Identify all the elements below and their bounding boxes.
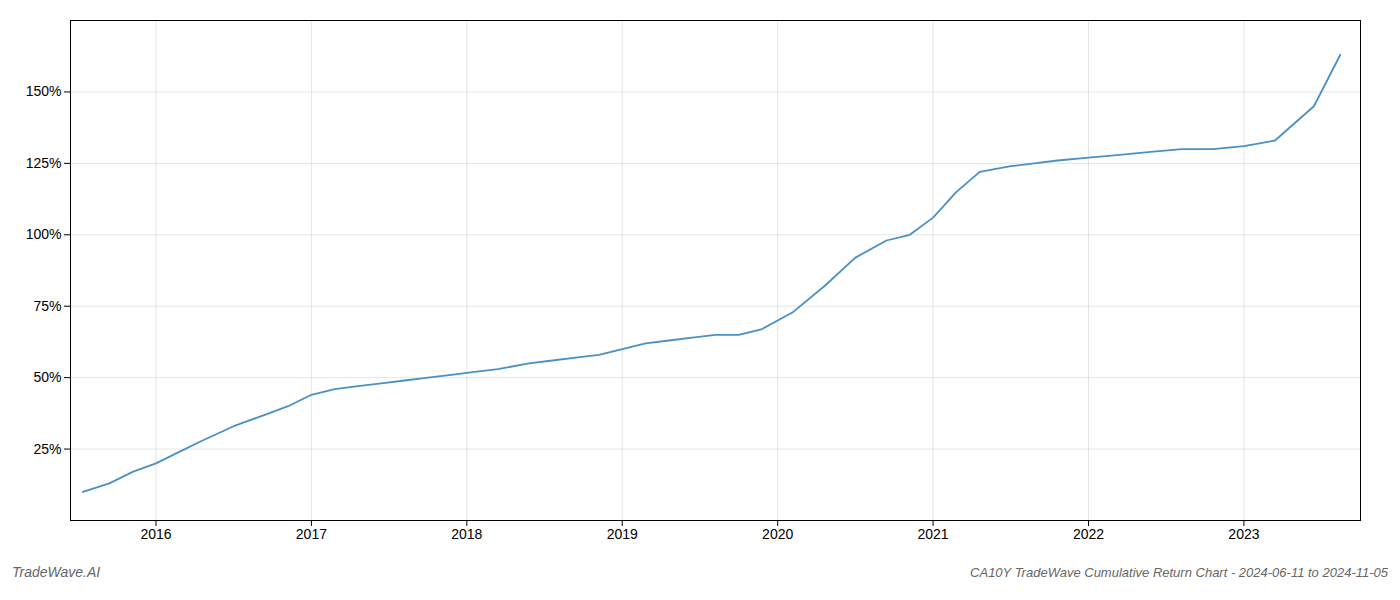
svg-text:2021: 2021 bbox=[918, 526, 949, 542]
svg-text:2022: 2022 bbox=[1073, 526, 1104, 542]
html-text:CA10Y TradeWave Cumulative Ret: CA10Y TradeWave Cumulative Return Chart … bbox=[970, 565, 1388, 580]
svg-text:25%: 25% bbox=[33, 441, 61, 457]
svg-text:2023: 2023 bbox=[1228, 526, 1259, 542]
svg-text:150%: 150% bbox=[26, 83, 62, 99]
svg-text:75%: 75% bbox=[33, 298, 61, 314]
svg-text:2018: 2018 bbox=[451, 526, 482, 542]
svg-text:100%: 100% bbox=[26, 226, 62, 242]
svg-text:125%: 125% bbox=[26, 155, 62, 171]
svg-text:2017: 2017 bbox=[296, 526, 327, 542]
svg-text:50%: 50% bbox=[33, 369, 61, 385]
svg-text:2016: 2016 bbox=[140, 526, 171, 542]
svg-text:2020: 2020 bbox=[762, 526, 793, 542]
html-text:TradeWave.AI: TradeWave.AI bbox=[12, 564, 101, 580]
svg-text:2019: 2019 bbox=[607, 526, 638, 542]
